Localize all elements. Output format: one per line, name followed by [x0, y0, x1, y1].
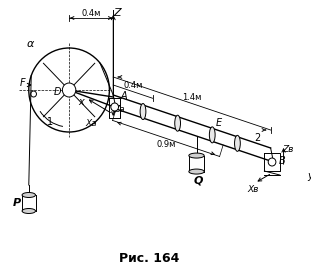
- Circle shape: [63, 83, 76, 97]
- Text: y: y: [308, 171, 311, 181]
- Text: Рис. 164: Рис. 164: [118, 251, 179, 265]
- Circle shape: [111, 103, 118, 111]
- Text: 0.9м: 0.9м: [156, 140, 176, 149]
- Ellipse shape: [209, 127, 215, 143]
- Text: Zв: Zв: [283, 146, 294, 154]
- Text: 0.4м: 0.4м: [81, 9, 101, 17]
- Ellipse shape: [189, 169, 204, 174]
- Ellipse shape: [22, 209, 35, 214]
- Ellipse shape: [175, 115, 180, 131]
- Text: Zа: Zа: [113, 106, 125, 114]
- Circle shape: [268, 158, 276, 166]
- Text: B: B: [278, 156, 285, 166]
- Text: D: D: [54, 87, 61, 97]
- Text: P: P: [13, 198, 21, 208]
- Text: Xв: Xв: [247, 184, 258, 193]
- Text: Q: Q: [194, 176, 203, 185]
- Text: Z: Z: [113, 8, 121, 18]
- Text: A: A: [121, 91, 128, 101]
- Text: 0.4м: 0.4м: [123, 81, 142, 90]
- Ellipse shape: [140, 103, 146, 120]
- Text: 1.4м: 1.4м: [182, 93, 202, 102]
- Text: x: x: [78, 97, 84, 107]
- Text: E: E: [215, 118, 221, 128]
- Text: F: F: [19, 78, 25, 88]
- Text: Xа: Xа: [86, 120, 97, 128]
- Ellipse shape: [189, 153, 204, 158]
- Text: 1: 1: [47, 117, 53, 127]
- Ellipse shape: [22, 192, 35, 198]
- Text: 2: 2: [254, 133, 261, 143]
- Text: α: α: [27, 39, 35, 49]
- Ellipse shape: [234, 135, 240, 151]
